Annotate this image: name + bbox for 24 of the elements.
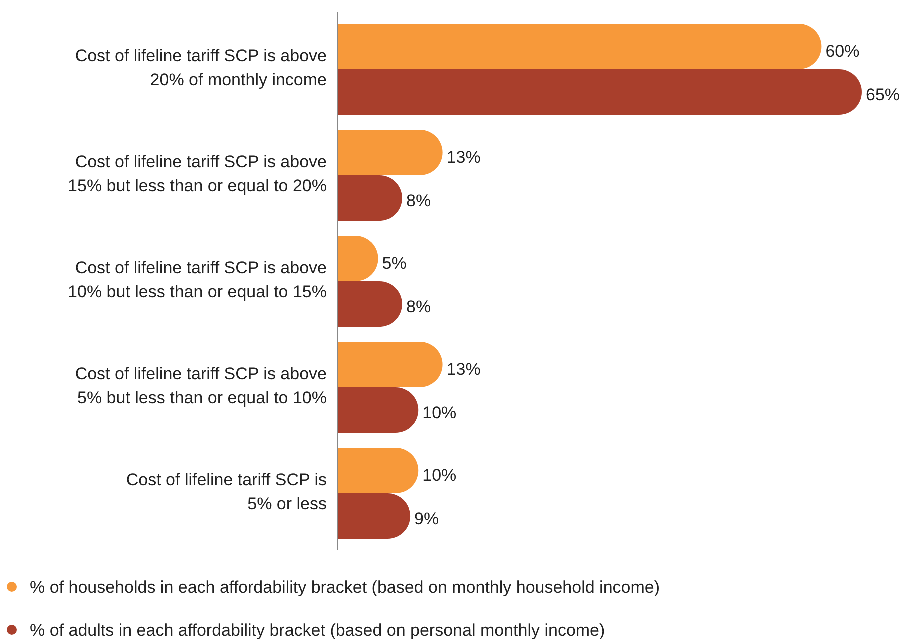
bar [338,70,862,115]
data-label: 13% [446,148,481,167]
data-label: 8% [406,297,432,316]
y-tick-label: Cost of lifeline tariff SCP is above 20% of monthly income [75,46,327,90]
data-label: 10% [422,403,457,422]
data-label: 13% [446,360,481,379]
legend-label: % of adults in each affordability bracket (based on personal monthly income) [30,621,606,640]
y-tick-label: Cost of lifeline tariff SCP is 5% or less [126,470,327,514]
data-label: 10% [422,466,457,485]
data-label: 5% [382,254,407,273]
bar [338,130,443,176]
bar [338,448,419,494]
data-label: 60% [826,42,860,61]
data-label: 65% [866,85,900,104]
data-label: 8% [406,191,432,210]
y-tick-label: Cost of lifeline tariff SCP is above 10% but less than or equal to 15% [68,258,327,302]
bar [338,24,822,70]
bar [338,388,419,433]
bar [338,494,411,539]
legend-label: % of households in each affordability bracket (based on monthly household income) [30,578,660,597]
bar [338,342,443,388]
y-tick-label: Cost of lifeline tariff SCP is above 5% but less than or equal to 10% [75,364,327,408]
y-tick-label: Cost of lifeline tariff SCP is above 15% but less than or equal to 20% [68,152,327,196]
data-label: 9% [414,509,440,528]
